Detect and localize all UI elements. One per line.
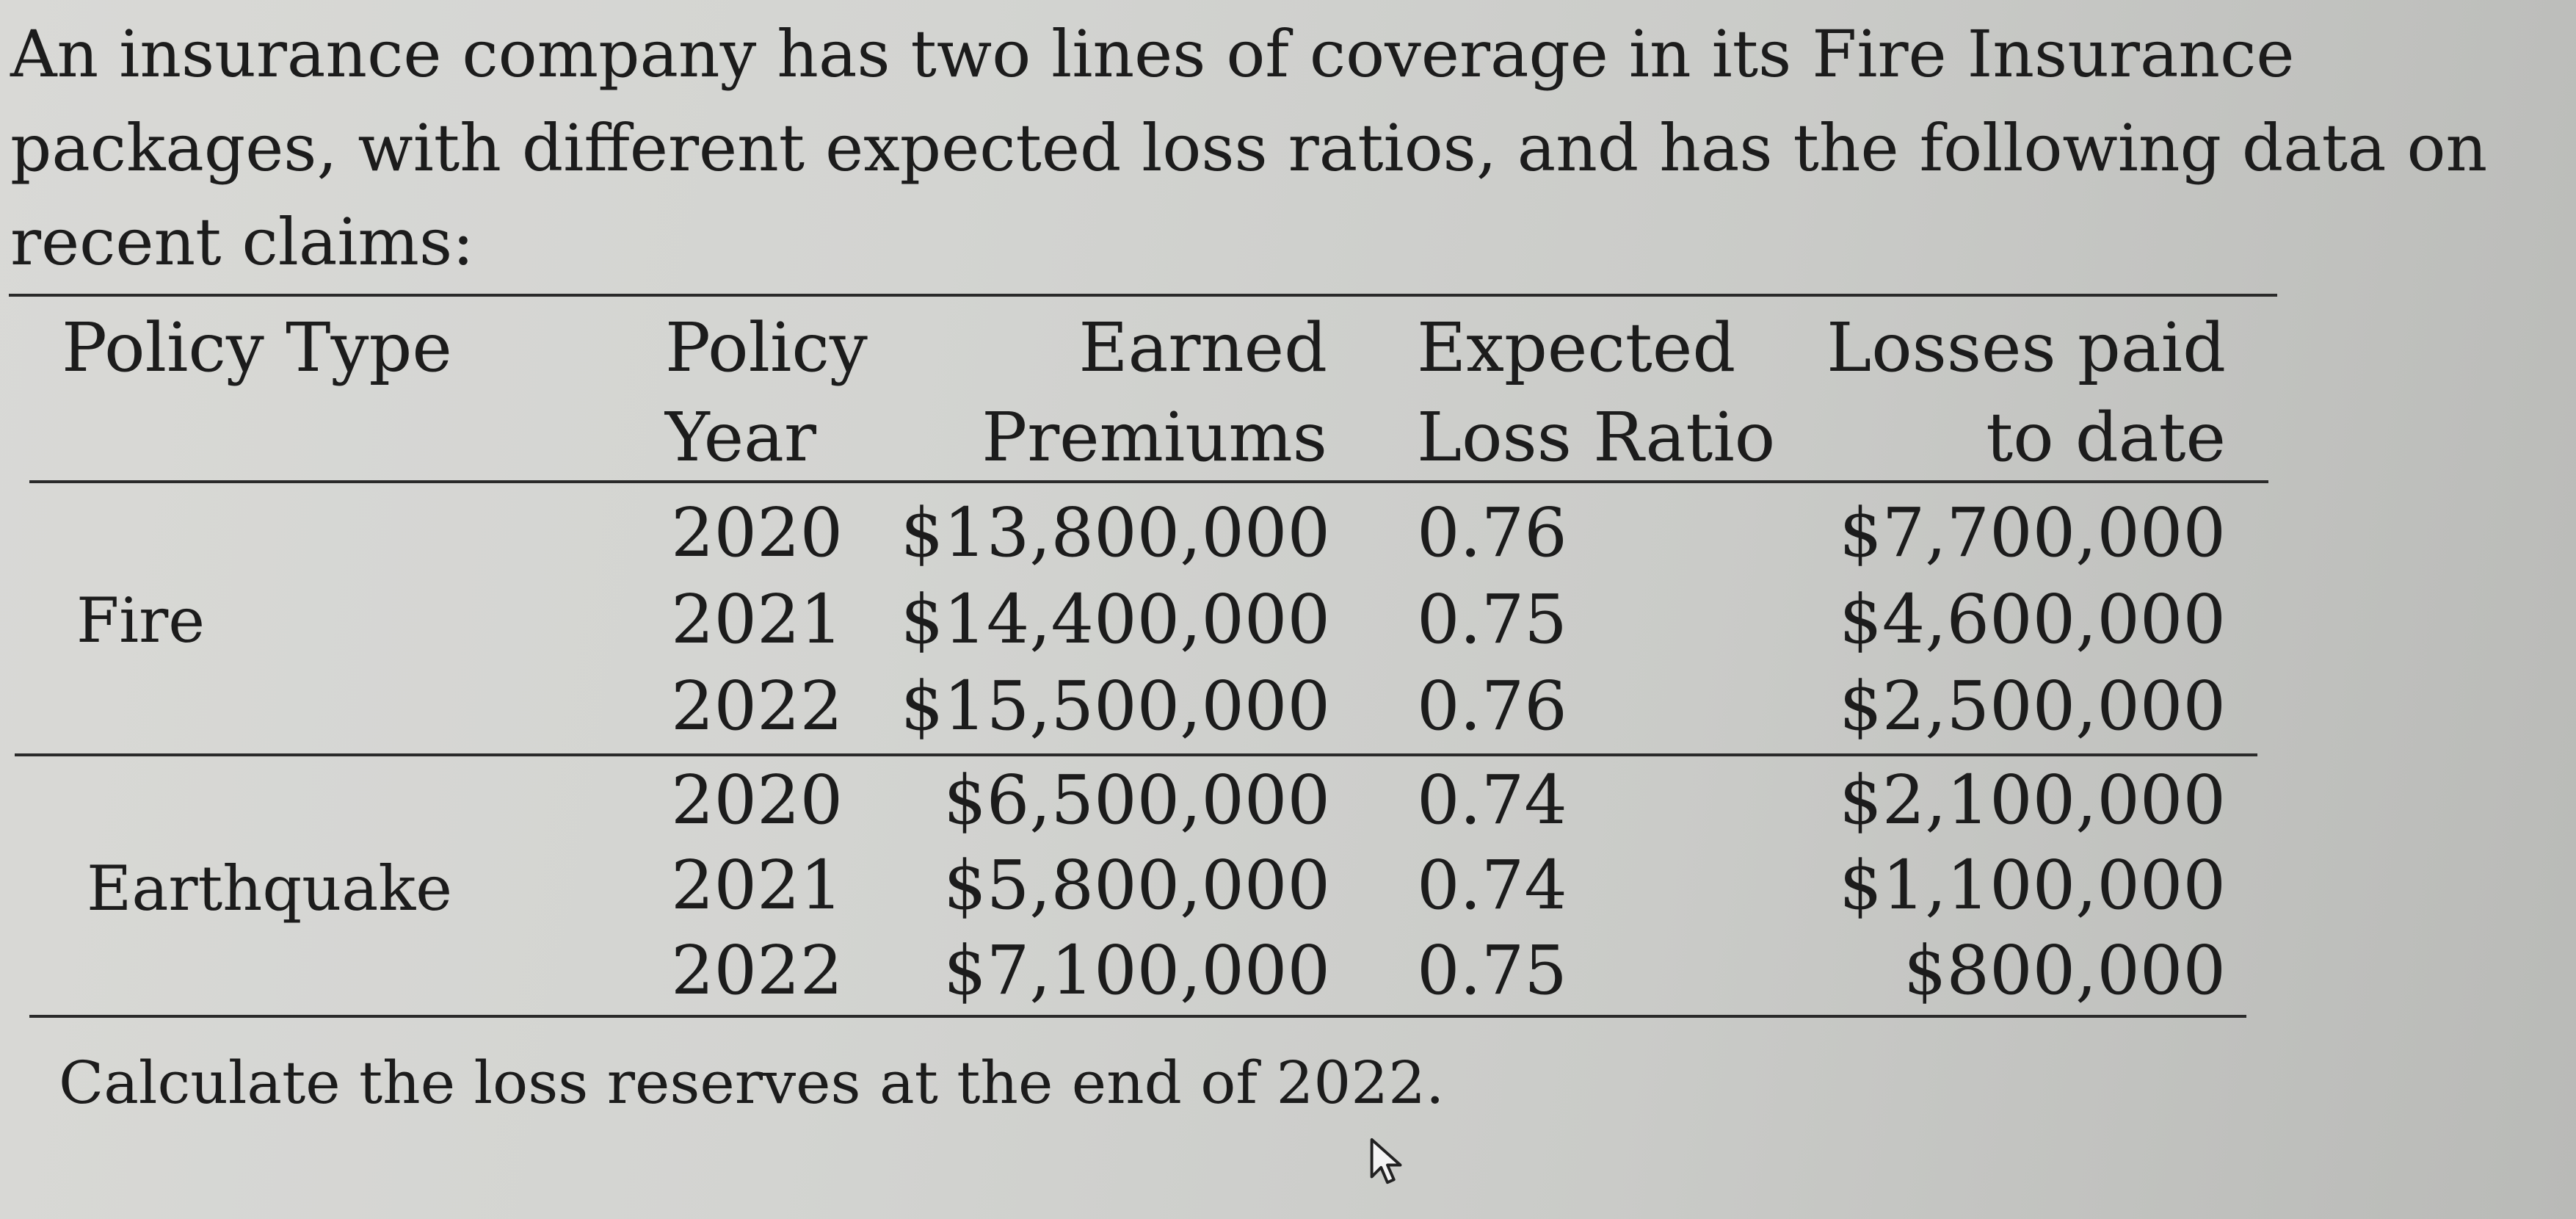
policy-type-fire: Fire: [76, 585, 206, 656]
header-policy-year-line1: Policy: [665, 308, 868, 387]
table-row-paid: $2,500,000: [1839, 667, 2226, 745]
table-row-year: 2022: [671, 667, 843, 745]
question-text: Calculate the loss reserves at the end o…: [59, 1049, 1445, 1117]
table-row-year: 2021: [671, 580, 843, 659]
table-row-year: 2020: [671, 493, 843, 572]
header-elr-line2: Loss Ratio: [1417, 398, 1776, 477]
header-earned-line2: Premiums: [982, 398, 1327, 477]
table-row-elr: 0.76: [1417, 667, 1567, 745]
table-row-premium: $15,500,000: [900, 667, 1330, 745]
table-row-elr: 0.74: [1417, 761, 1567, 839]
mouse-cursor-icon: [1370, 1137, 1402, 1184]
table-row-paid: $1,100,000: [1839, 846, 2226, 925]
table-row-premium: $5,800,000: [943, 846, 1330, 925]
header-earned-line1: Earned: [1078, 308, 1327, 387]
table-row-premium: $6,500,000: [943, 761, 1330, 839]
header-policy-year-line2: Year: [665, 398, 817, 477]
table-row-paid: $7,700,000: [1839, 493, 2226, 572]
table-row-elr: 0.75: [1417, 580, 1567, 659]
table-bottom-rule: [29, 1015, 2246, 1018]
header-paid-line1: Losses paid: [1826, 308, 2226, 387]
header-bottom-rule: [29, 480, 2268, 483]
table-row-elr: 0.74: [1417, 846, 1567, 925]
table-row-premium: $14,400,000: [900, 580, 1330, 659]
group-divider-rule: [15, 753, 2257, 756]
header-policy-type: Policy Type: [62, 308, 452, 387]
header-paid-line2: to date: [1986, 398, 2226, 477]
table-row-paid: $4,600,000: [1839, 580, 2226, 659]
table-row-premium: $13,800,000: [900, 493, 1330, 572]
table-row-paid: $2,100,000: [1839, 761, 2226, 839]
intro-paragraph: An insurance company has two lines of co…: [10, 16, 2488, 280]
table-top-rule: [9, 294, 2277, 297]
header-elr-line1: Expected: [1417, 308, 1736, 387]
table-row-year: 2022: [671, 931, 843, 1010]
table-row-paid: $800,000: [1904, 931, 2226, 1010]
table-row-year: 2020: [671, 761, 843, 839]
table-row-premium: $7,100,000: [943, 931, 1330, 1010]
policy-type-earthquake: Earthquake: [87, 853, 452, 925]
table-row-elr: 0.75: [1417, 931, 1567, 1010]
table-row-elr: 0.76: [1417, 493, 1567, 572]
table-row-year: 2021: [671, 846, 843, 925]
